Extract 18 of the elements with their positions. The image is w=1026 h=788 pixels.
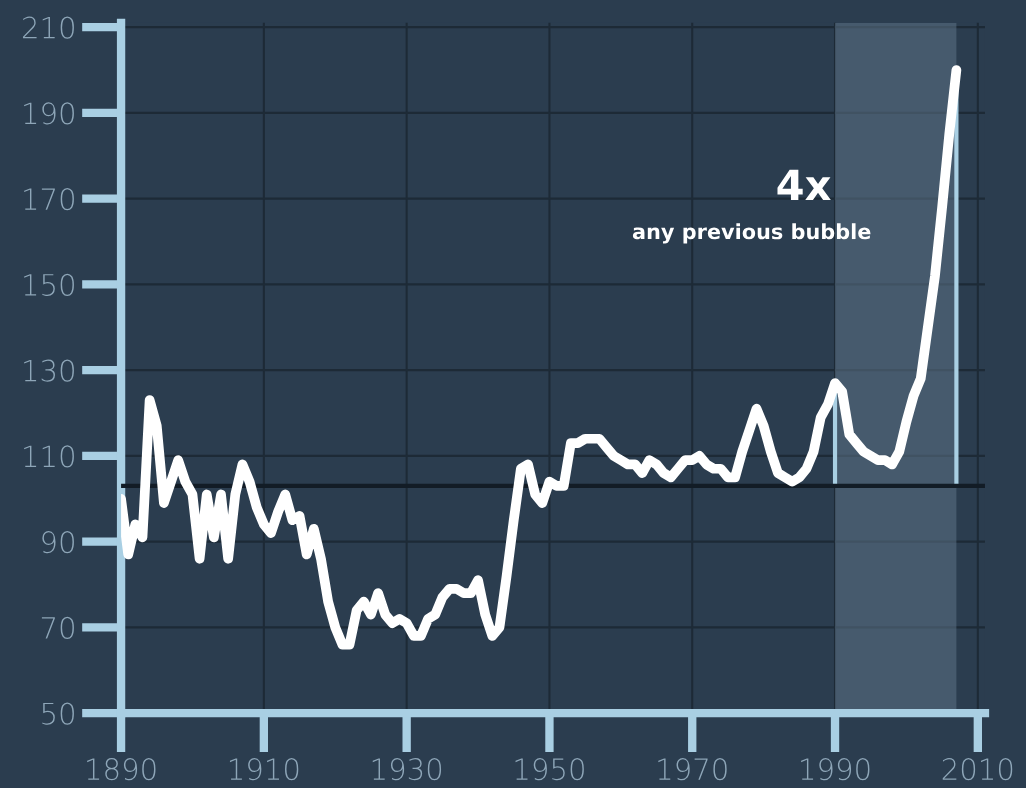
y-tick-label: 70 xyxy=(41,616,74,639)
y-tick-label: 150 xyxy=(24,273,74,296)
x-tick-label: 1990 xyxy=(801,758,870,781)
annotation: 4x xyxy=(777,169,831,201)
y-tick-label: 130 xyxy=(24,359,74,382)
y-tick-label: 190 xyxy=(24,102,74,125)
x-tick-label: 1910 xyxy=(229,758,299,781)
x-tick-label: 2010 xyxy=(942,758,1013,781)
x-tick-label: 1890 xyxy=(87,758,156,781)
y-tick-label: 210 xyxy=(22,16,74,39)
y-tick-label: 170 xyxy=(24,188,74,211)
annotation: any previous bubble xyxy=(632,223,871,244)
y-tick-label: 50 xyxy=(42,702,74,725)
x-tick-label: 1970 xyxy=(658,758,727,781)
x-tick-label: 1930 xyxy=(372,758,442,781)
x-tick-label: 1950 xyxy=(515,758,584,781)
y-tick-label: 110 xyxy=(24,445,74,468)
y-tick-label: 90 xyxy=(42,531,74,554)
